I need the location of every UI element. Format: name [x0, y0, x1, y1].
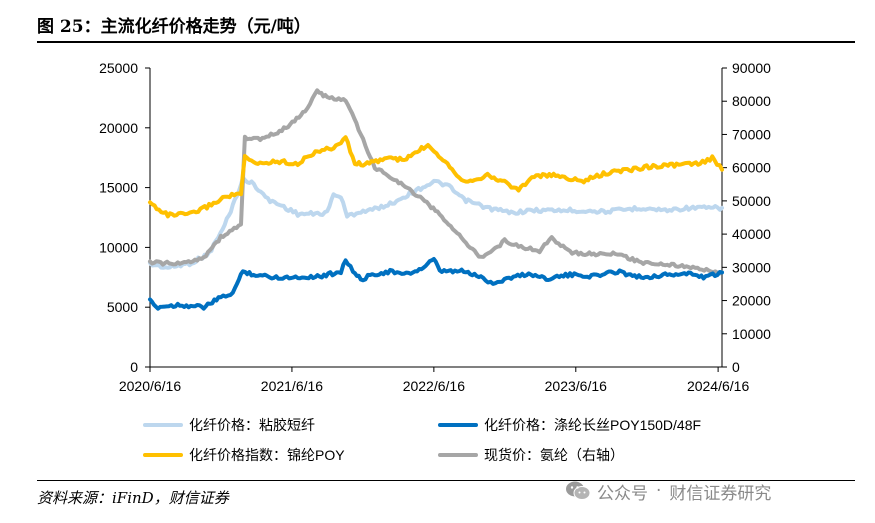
footer-divider — [37, 480, 855, 481]
title-divider — [37, 41, 855, 43]
chart-legend: 化纤价格：粘胶短纤 化纤价格：涤纶长丝POY150D/48F 化纤价格指数：锦纶PO… — [143, 417, 701, 463]
watermark-dot: · — [656, 481, 662, 501]
legend-label-1: 化纤价格：粘胶短纤 — [189, 417, 315, 433]
legend-label-3: 化纤价格指数：锦纶POY — [189, 447, 345, 463]
right-y-tick-label: 0 — [732, 359, 740, 375]
series-line-3 — [148, 135, 724, 219]
watermark-text-b: 财信证券研究 — [669, 483, 772, 504]
left-y-tick-label: 15000 — [99, 180, 138, 196]
chart-series — [148, 88, 724, 311]
right-y-tick-label: 30000 — [732, 259, 771, 275]
right-y-tick-label: 50000 — [732, 193, 771, 209]
source-note: 资料来源：iFinD，财信证券 — [37, 489, 229, 507]
legend-label-2: 化纤价格：涤纶长丝POY150D/48F — [484, 417, 701, 433]
page-title: 图 25：主流化纤价格走势（元/吨） — [37, 17, 311, 37]
left-y-tick-label: 20000 — [99, 120, 138, 136]
x-tick-label: 2022/6/16 — [403, 378, 465, 394]
price-line-chart: 0 5000 10000 15000 20000 25000 0 10000 20000 3000… — [99, 60, 771, 463]
legend-label-4: 现货价：氨纶（右轴） — [484, 447, 624, 463]
watermark: 公众号 · 财信证券研究 — [565, 478, 771, 504]
right-y-tick-label: 80000 — [732, 93, 771, 109]
right-y-tick-label: 60000 — [732, 160, 771, 176]
wechat-icon — [565, 480, 591, 502]
x-tick-label: 2023/6/16 — [545, 378, 607, 394]
right-y-tick-label: 40000 — [732, 226, 771, 242]
left-y-tick-label: 0 — [130, 359, 138, 375]
left-y-tick-label: 5000 — [107, 299, 138, 315]
left-y-tick-label: 25000 — [99, 60, 138, 76]
x-tick-label: 2021/6/16 — [261, 378, 323, 394]
right-y-tick-label: 10000 — [732, 326, 771, 342]
series-line-1 — [148, 175, 724, 270]
right-y-tick-label: 70000 — [732, 126, 771, 142]
series-line-2 — [148, 257, 724, 311]
chart-axes: 0 5000 10000 15000 20000 25000 0 10000 20000 3000… — [99, 60, 771, 394]
watermark-text-a: 公众号 — [597, 483, 648, 504]
x-tick-label: 2024/6/16 — [687, 378, 749, 394]
x-tick-label: 2020/6/16 — [119, 378, 181, 394]
left-y-tick-label: 10000 — [99, 239, 138, 255]
right-y-tick-label: 90000 — [732, 60, 771, 76]
right-y-tick-label: 20000 — [732, 293, 771, 309]
